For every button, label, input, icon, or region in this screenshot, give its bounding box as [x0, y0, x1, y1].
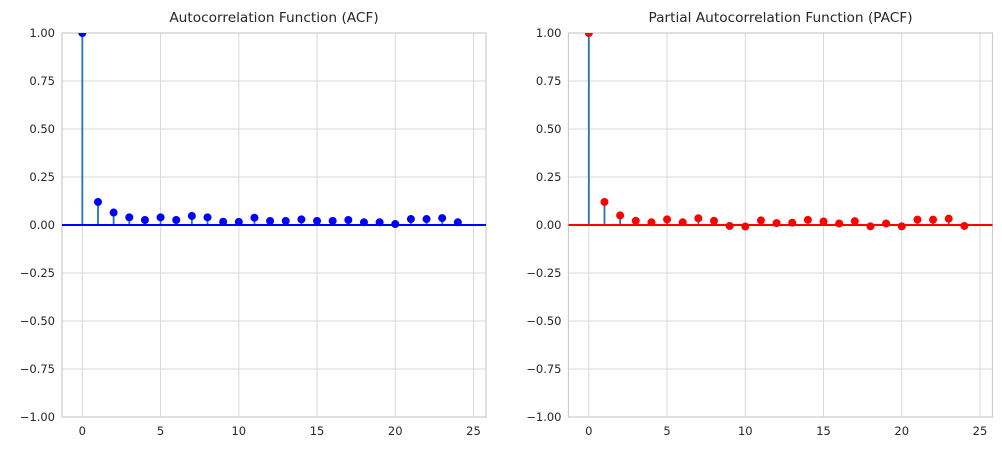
x-tick-label: 25: [973, 424, 988, 438]
y-tick-label: −0.75: [20, 362, 55, 376]
plot-area: [568, 33, 993, 231]
stem-marker: [882, 219, 891, 228]
stem-marker: [109, 208, 118, 217]
stem-marker: [140, 216, 149, 225]
y-tick-label: −0.25: [526, 266, 561, 280]
stem-marker: [187, 211, 196, 220]
y-tick-label: 0.00: [536, 218, 562, 232]
x-tick-label: 5: [663, 424, 670, 438]
y-tick-label: −1.00: [526, 410, 561, 424]
x-tick-label: 15: [816, 424, 831, 438]
y-tick-label: 0.25: [536, 170, 562, 184]
stem-marker: [647, 218, 656, 227]
x-tick-label: 5: [157, 424, 164, 438]
y-tick-label: −0.25: [20, 266, 55, 280]
y-tick-label: −0.50: [20, 314, 55, 328]
y-tick-label: 0.00: [29, 218, 55, 232]
stem-marker: [631, 216, 640, 225]
x-tick-label: 10: [738, 424, 753, 438]
stem-marker: [125, 213, 134, 222]
acf-chart: 1.00 0.75 0.50 0.25 0.00 −0.25 −0.50 −0.75 −1.00…: [20, 10, 487, 438]
stem-marker: [835, 219, 844, 228]
chart-title: Autocorrelation Function (ACF): [169, 10, 378, 26]
stem-marker: [438, 214, 447, 223]
stem-marker: [172, 216, 181, 225]
stem-marker: [600, 197, 609, 206]
x-tick-label: 20: [388, 424, 403, 438]
stem-marker: [944, 214, 953, 223]
x-tick-label: 20: [894, 424, 909, 438]
stem-marker: [772, 219, 781, 228]
stem-marker: [297, 215, 306, 224]
stem-marker: [78, 33, 87, 37]
stem-marker: [584, 33, 593, 37]
y-tick-label: 0.50: [536, 122, 562, 136]
x-tick-label: 0: [585, 424, 592, 438]
x-tick-label: 0: [79, 424, 86, 438]
y-tick-label: −0.50: [526, 314, 561, 328]
stem-marker: [313, 216, 322, 225]
stem-marker: [328, 216, 337, 225]
stem-marker: [281, 216, 290, 225]
stem-marker: [929, 215, 938, 224]
stem-marker: [663, 215, 672, 224]
stem-marker: [219, 217, 228, 226]
stem-marker: [803, 215, 812, 224]
x-tick-label: 15: [310, 424, 325, 438]
stem-marker: [741, 222, 750, 231]
stem-marker: [788, 218, 797, 227]
stem-marker: [156, 213, 165, 222]
stem-marker: [678, 218, 687, 227]
stem-marker: [203, 213, 212, 222]
y-tick-label: 0.75: [29, 74, 55, 88]
y-tick-label: 0.50: [29, 122, 55, 136]
y-tick-label: 1.00: [536, 26, 562, 40]
stem-marker: [344, 216, 353, 225]
stem-marker: [616, 211, 625, 220]
stem-marker: [406, 215, 415, 224]
stem-marker: [913, 215, 922, 224]
x-tick-label: 10: [231, 424, 246, 438]
stem-marker: [93, 197, 102, 206]
stem-marker: [725, 221, 734, 230]
stem-marker: [819, 217, 828, 226]
stem-marker: [422, 215, 431, 224]
stem-marker: [234, 217, 243, 226]
x-tick-label: 25: [466, 424, 481, 438]
stem-marker: [694, 214, 703, 223]
y-tick-label: 0.25: [29, 170, 55, 184]
stem-marker: [897, 222, 906, 231]
y-tick-label: 1.00: [29, 26, 55, 40]
stem-marker: [850, 217, 859, 226]
y-tick-label: 0.75: [536, 74, 562, 88]
y-tick-label: −1.00: [20, 410, 55, 424]
pacf-chart: 1.00 0.75 0.50 0.25 0.00 −0.25 −0.50 −0.75 −1.00…: [526, 10, 994, 438]
stem-marker: [453, 218, 462, 227]
stem-marker: [866, 222, 875, 231]
stem-marker: [710, 216, 719, 225]
y-tick-label: −0.75: [526, 362, 561, 376]
stem-marker: [391, 220, 400, 229]
stem-marker: [359, 218, 368, 227]
stem-marker: [375, 218, 384, 227]
stem-marker: [756, 216, 765, 225]
stem-marker: [960, 221, 969, 230]
stem-marker: [250, 213, 259, 222]
plot-area: [62, 33, 486, 229]
chart-title: Partial Autocorrelation Function (PACF): [648, 10, 912, 26]
stem-marker: [266, 216, 275, 225]
